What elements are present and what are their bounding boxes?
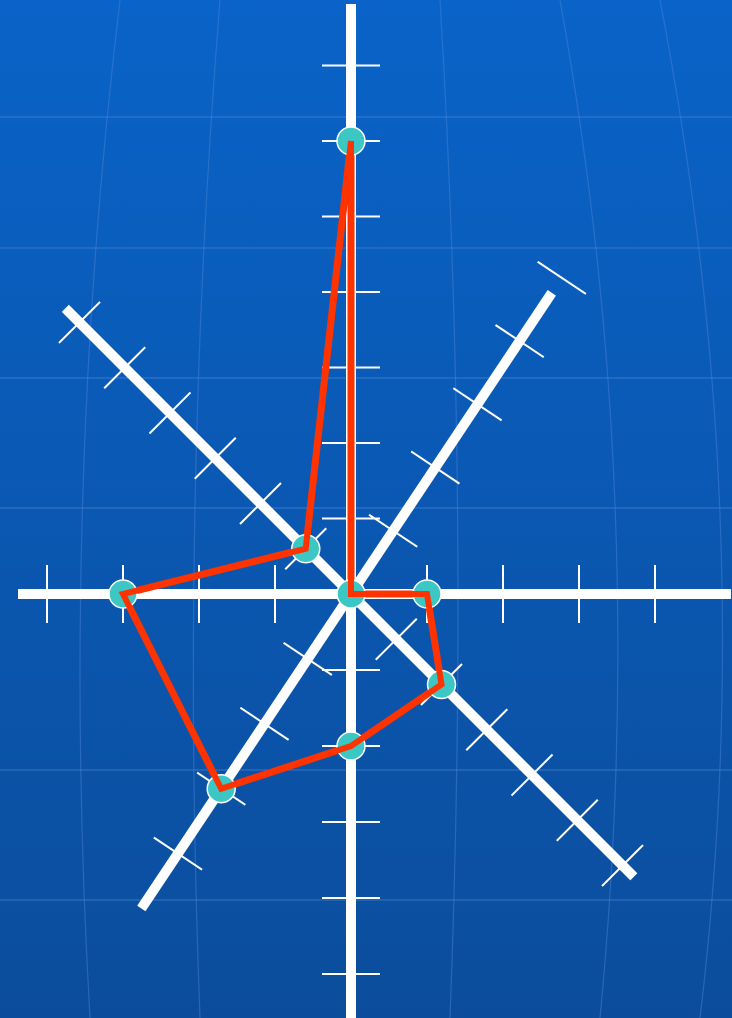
tick-down-right-1 [375,618,418,661]
tick-down-left-2 [239,706,290,741]
axis-up-right [346,290,556,597]
tick-up-right-4 [494,324,545,358]
axis-down-left [137,591,356,912]
tick-down-right-5 [556,799,599,842]
tick-up-left-4 [148,391,192,435]
decor-meridian-line-3 [559,0,619,1018]
decor-meridian-line-1 [192,0,221,1018]
tick-up-right-2 [410,450,460,485]
decor-meridian-line-4 [659,0,724,1018]
tick-up-left-5 [103,346,146,389]
tick-up-right-3 [452,387,503,422]
axis-down-right [347,590,638,881]
tick-up-left-2 [239,482,282,525]
tick-down-right-3 [465,708,508,751]
tick-up-left-6 [58,301,101,344]
decor-meridian-line-2 [439,0,459,1018]
series-line-overlay [118,140,445,793]
tick-down-left-1 [283,641,333,676]
tick-down-right-4 [510,753,554,797]
tick-up-left-3 [194,437,237,480]
tick-down-left-4 [153,836,203,871]
decor-meridian-line-0 [79,0,121,1018]
tick-up-right-1 [368,513,418,548]
tick-down-right-6 [601,844,644,887]
tick-up-right-5 [537,260,587,295]
radar-markers [108,126,457,804]
